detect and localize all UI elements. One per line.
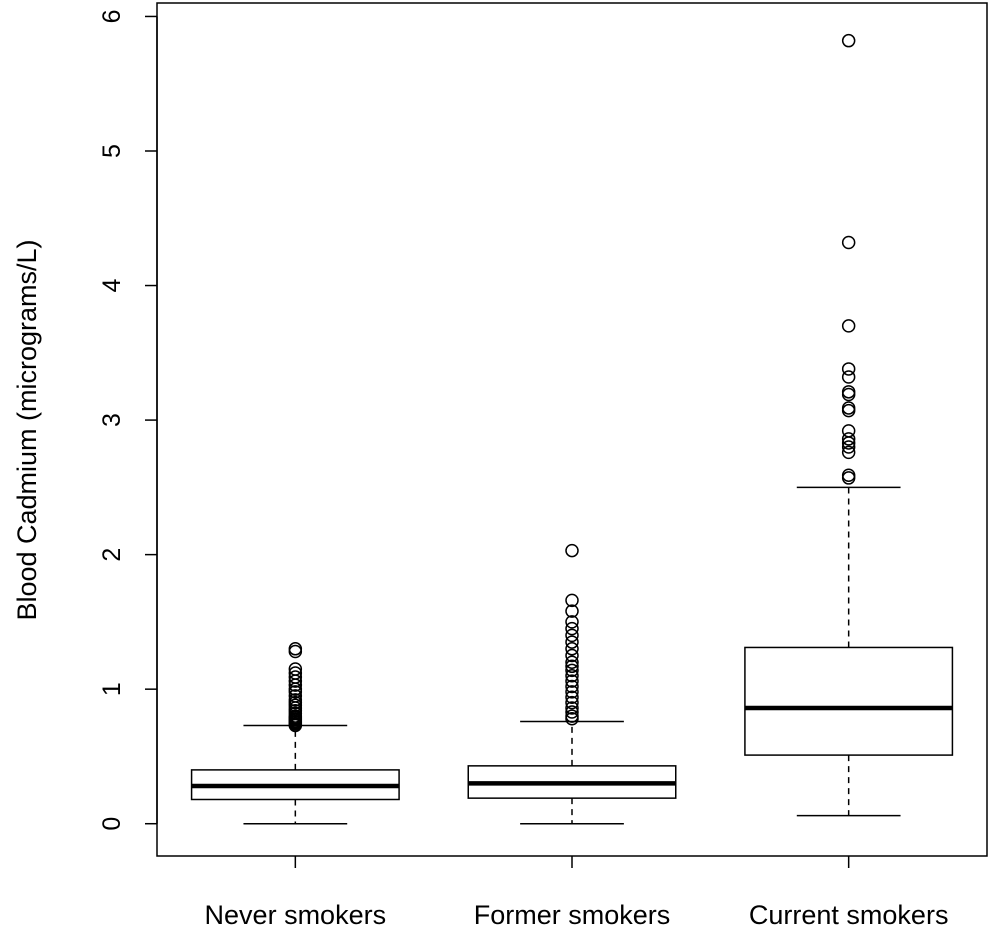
outlier-point	[841, 401, 856, 415]
box-group	[467, 543, 677, 825]
outlier-point	[841, 471, 856, 485]
x-tick-label: Never smokers	[205, 900, 387, 930]
y-tick-label: 1	[98, 682, 126, 696]
outlier-point	[565, 635, 579, 649]
outlier-point	[565, 648, 579, 663]
outlier-point	[288, 644, 303, 659]
box-group	[744, 33, 954, 817]
x-axis: Never smokers Former smokers Current smoke…	[205, 856, 949, 930]
outlier-point	[288, 689, 303, 703]
y-axis-title: Blood Cadmium (micrograms/L)	[12, 239, 42, 620]
outlier-point	[565, 659, 579, 674]
outlier-point	[841, 387, 856, 402]
outlier-point	[565, 628, 579, 643]
outlier-point	[288, 662, 303, 676]
outlier-point	[841, 445, 856, 460]
box-iqr	[744, 646, 954, 756]
outlier-point	[565, 655, 579, 670]
outlier-point	[288, 666, 303, 680]
outlier-point	[565, 668, 579, 683]
outlier-point	[841, 370, 856, 384]
outlier-point	[841, 468, 856, 482]
outlier-point	[841, 440, 856, 454]
outlier-point	[565, 709, 579, 723]
box-group	[190, 642, 400, 825]
outlier-point	[288, 642, 303, 656]
outlier-point	[288, 693, 303, 707]
y-axis: 0 1 2 3 4 5 6	[98, 10, 158, 831]
outlier-point	[565, 642, 579, 656]
outlier-point	[841, 319, 856, 333]
outlier-point	[841, 424, 856, 438]
outlier-point	[565, 663, 579, 678]
y-tick-label: 2	[98, 548, 126, 562]
outlier-point	[565, 701, 579, 715]
boxes-layer	[190, 33, 954, 825]
y-tick-label: 4	[98, 278, 126, 292]
x-tick-label: Current smokers	[749, 900, 949, 930]
outlier-point	[841, 362, 856, 376]
outlier-point	[565, 695, 579, 710]
x-tick-label: Former smokers	[474, 900, 671, 930]
outlier-point	[565, 615, 579, 629]
y-tick-label: 3	[98, 413, 126, 427]
outlier-point	[565, 604, 579, 618]
outlier-point	[841, 33, 856, 48]
outlier-point	[565, 621, 579, 636]
outlier-point	[565, 690, 579, 704]
outlier-point	[288, 670, 303, 684]
outlier-point	[565, 679, 579, 694]
outlier-point	[841, 385, 856, 399]
outlier-point	[565, 705, 579, 719]
outlier-point	[565, 685, 579, 699]
outlier-point	[565, 593, 579, 608]
outlier-point	[565, 543, 579, 558]
outlier-point	[841, 235, 856, 250]
y-tick-label: 0	[98, 817, 126, 831]
outlier-point	[841, 432, 856, 446]
y-tick-label: 5	[98, 144, 126, 158]
y-tick-label: 6	[98, 10, 126, 24]
outlier-point	[565, 674, 579, 688]
outlier-point	[841, 403, 856, 418]
